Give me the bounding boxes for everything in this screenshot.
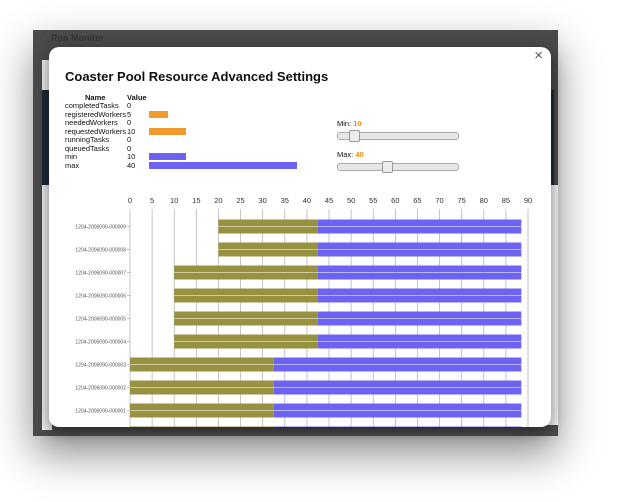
dialog-title: Coaster Pool Resource Advanced Settings	[65, 69, 329, 84]
min-label: Min:	[337, 119, 352, 128]
stat-bar	[149, 127, 186, 135]
row-label: 1204-2006090-000001	[75, 409, 126, 415]
x-tick-label: 40	[303, 196, 311, 205]
max-label: Max:	[337, 150, 354, 159]
x-tick-label: 20	[214, 196, 222, 205]
x-tick-label: 10	[170, 196, 178, 205]
x-tick-label: 15	[192, 196, 200, 205]
stat-name: registeredWorkers	[65, 109, 127, 119]
x-tick-label: 5	[150, 196, 154, 205]
run-monitor-header[interactable]: › Run Monitor	[42, 30, 342, 46]
min-slider-thumb[interactable]	[349, 130, 361, 142]
stat-bar	[149, 161, 297, 169]
x-tick-label: 30	[258, 196, 266, 205]
max-slider-track[interactable]	[337, 161, 459, 173]
min-slider-label: Min: 10	[337, 119, 362, 128]
stat-value: 40	[127, 160, 136, 170]
chevron-right-icon: ›	[42, 33, 45, 43]
row-label: 1204-2006090-000008	[75, 248, 126, 254]
x-tick-label: 25	[236, 196, 244, 205]
x-tick-label: 0	[128, 196, 132, 205]
row-label: 1204-2006090-000004	[75, 340, 126, 346]
stat-value: 5	[127, 109, 132, 119]
x-tick-label: 80	[480, 196, 488, 205]
x-tick-label: 50	[347, 196, 355, 205]
min-slider-track[interactable]	[337, 130, 459, 142]
row-label: 1204-2006090-000009	[75, 225, 126, 231]
x-tick-label: 70	[435, 196, 443, 205]
stat-name: neededWorkers	[65, 118, 118, 127]
stat-name: requestedWorkers	[65, 126, 127, 136]
stat-bar	[149, 153, 186, 160]
x-tick-label: 55	[369, 196, 377, 205]
row-label: 1204-2006090-000006	[75, 294, 126, 300]
row-label: 1204-2006090-000003	[75, 363, 126, 369]
phase2-bar	[273, 426, 522, 427]
advanced-settings-dialog: × Coaster Pool Resource Advanced Setting…	[49, 47, 551, 427]
min-slider-group: Min: 10	[337, 119, 459, 142]
stat-value: 10	[127, 126, 136, 136]
x-tick-label: 60	[391, 196, 399, 205]
phase1-bar	[130, 426, 274, 427]
max-slider-group: Max: 40	[337, 150, 459, 173]
worker-timeline-chart: 0 5 10 15 20 25 30 35 40 45 50 55 60 65 70 75 80 85 90 1204…	[75, 196, 532, 427]
stat-value: 10	[127, 152, 136, 161]
stat-name: queuedTasks	[65, 143, 110, 153]
x-tick-label: 85	[502, 196, 510, 205]
stats-name-header: Name	[85, 93, 106, 102]
stat-name: completedTasks	[65, 101, 119, 110]
max-slider-thumb[interactable]	[382, 161, 394, 173]
stat-value: 0	[127, 118, 132, 127]
stat-value: 0	[127, 143, 132, 153]
x-tick-label: 75	[457, 196, 465, 205]
close-icon[interactable]: ×	[534, 47, 543, 64]
background-left-panel	[42, 60, 52, 430]
max-slider-label: Max: 40	[337, 150, 364, 159]
max-value: 40	[355, 150, 364, 159]
row-label: 1204-2006090-000002	[75, 386, 126, 392]
stat-name: min	[65, 152, 78, 161]
x-tick-label: 90	[524, 196, 532, 205]
stat-name: max	[65, 160, 80, 170]
stat-value: 0	[127, 101, 132, 110]
row-label: 1204-2006090-000005	[75, 317, 126, 323]
min-value: 10	[353, 119, 362, 128]
stat-bar	[149, 110, 168, 118]
row-label: 1204-2006090-000007	[75, 271, 126, 277]
x-tick-label: 45	[325, 196, 333, 205]
stat-value: 0	[127, 135, 132, 144]
run-monitor-label: Run Monitor	[51, 33, 104, 43]
stats-value-header: Value	[127, 93, 147, 102]
stat-name: runningTasks	[65, 135, 110, 144]
x-tick-label: 35	[281, 196, 289, 205]
x-tick-label: 65	[413, 196, 421, 205]
